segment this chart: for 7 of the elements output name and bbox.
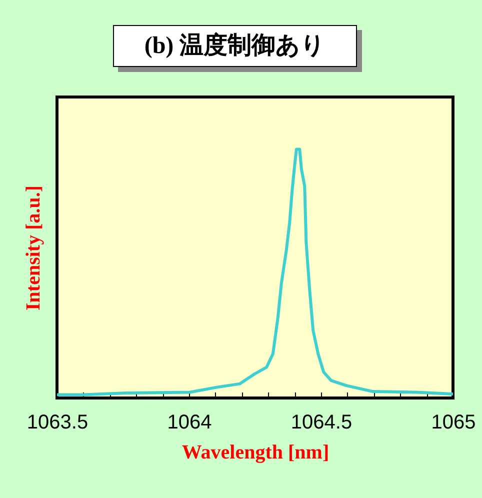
x-tick-label: 1063.5 (26, 412, 88, 434)
y-axis-title: Intensity [a.u.] (22, 185, 44, 311)
x-tick-label: 1064.5 (290, 412, 352, 434)
x-tick-label: 1064 (167, 412, 212, 434)
x-tick-label: 1065 (431, 412, 476, 434)
chart-title: (b) 温度制御あり (113, 25, 357, 67)
x-axis-title: Wavelength [nm] (182, 442, 330, 464)
